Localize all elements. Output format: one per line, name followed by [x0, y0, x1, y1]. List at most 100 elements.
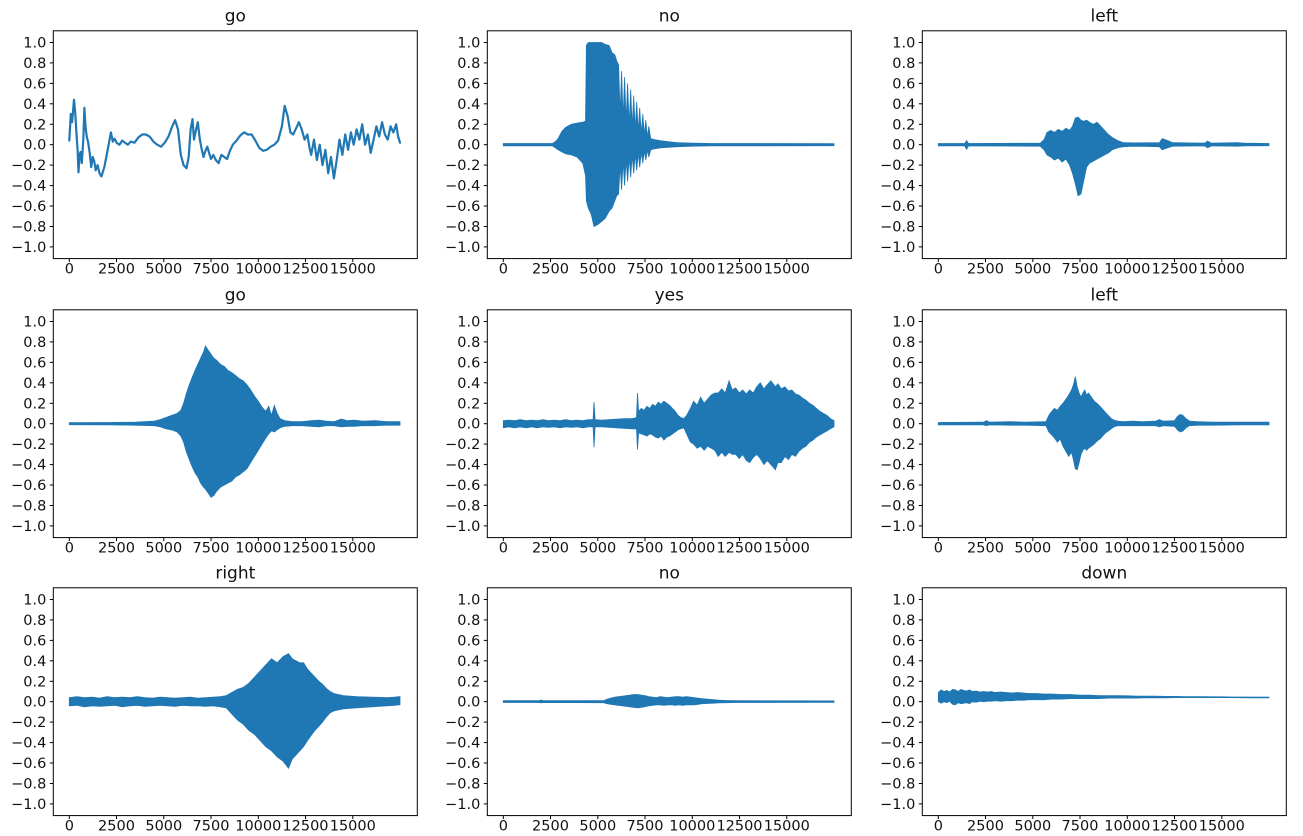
y-tick-label: 0.8 — [458, 56, 481, 72]
y-tick-label: 0.2 — [458, 675, 481, 691]
x-tick-label: 10000 — [670, 540, 716, 556]
y-tick-label: −1.0 — [445, 240, 480, 256]
subplot-canvas: left 0 2500 5000 7500 10000 12500 15000 1.0 0.8 0.… — [880, 285, 1287, 556]
waveform-envelope — [68, 653, 401, 770]
y-tick-label: −0.4 — [11, 457, 46, 473]
waveform-line — [68, 98, 402, 180]
y-tick-label: 0.8 — [23, 56, 46, 72]
x-tick-label: 5000 — [1014, 262, 1051, 278]
y-tick-label: −0.6 — [445, 756, 480, 772]
y-tick-label: 0.4 — [458, 97, 481, 113]
subplot-2-left: left 0 2500 5000 7500 10000 12500 15000 1.0 0.8 0.… — [869, 0, 1303, 279]
x-tick-label: 10000 — [235, 262, 281, 278]
y-tick-label: 0.6 — [23, 355, 46, 371]
x-tick-label: 15000 — [1198, 819, 1244, 835]
y-tick-label: 0.2 — [892, 396, 915, 412]
axes-frame — [487, 308, 853, 538]
x-tick-label: 12500 — [717, 540, 763, 556]
y-tick-label: 0.4 — [458, 654, 481, 670]
y-tick-label: −0.6 — [880, 756, 915, 772]
y-tick-label: 0.2 — [892, 675, 915, 691]
x-tick-label: 7500 — [193, 540, 230, 556]
y-tick-label: 0.4 — [23, 97, 46, 113]
y-tick-label: 0.4 — [892, 97, 915, 113]
y-tick-label: 0.8 — [892, 56, 915, 72]
y-tick-label: −0.6 — [880, 478, 915, 494]
axes-frame — [487, 587, 853, 817]
y-tick-label: −0.4 — [445, 457, 480, 473]
subplot-5-left: left 0 2500 5000 7500 10000 12500 15000 1.0 0.8 0.… — [869, 279, 1303, 558]
y-tick-label: 0.6 — [23, 76, 46, 92]
y-tick-label: −0.8 — [880, 219, 915, 235]
subplot-canvas: no 0 2500 5000 7500 10000 12500 15000 1.0 0.8 0.6 0… — [445, 6, 853, 278]
subplot-title: left — [1090, 285, 1118, 305]
x-tick-label: 0 — [933, 819, 942, 835]
subplot-canvas: go 0 2500 5000 7500 10000 12500 15000 1.0 0.8 0.6 0… — [11, 6, 418, 278]
x-tick-label: 2500 — [98, 819, 135, 835]
axes-frame — [52, 587, 418, 817]
axes-frame — [921, 308, 1287, 538]
y-tick-label: −0.6 — [11, 756, 46, 772]
y-tick-label: 0.6 — [458, 76, 481, 92]
subplot-0-go: go 0 2500 5000 7500 10000 12500 15000 1.0 0.8 0.6 0… — [0, 0, 434, 279]
waveform-envelope — [503, 42, 835, 228]
y-tick-label: −0.8 — [11, 219, 46, 235]
x-tick-label: 2500 — [98, 540, 135, 556]
x-tick-label: 10000 — [670, 819, 716, 835]
y-tick-label: 0.4 — [458, 375, 481, 391]
x-tick-label: 12500 — [1151, 819, 1197, 835]
y-tick-label: 0.0 — [458, 695, 481, 711]
x-tick-label: 7500 — [627, 540, 664, 556]
x-tick-label: 2500 — [967, 262, 1004, 278]
x-tick-label: 12500 — [717, 819, 763, 835]
y-tick-label: −1.0 — [880, 797, 915, 813]
subplot-canvas: left 0 2500 5000 7500 10000 12500 15000 1.0 0.8 0.… — [880, 6, 1287, 278]
y-tick-label: −0.2 — [880, 715, 915, 731]
x-tick-label: 15000 — [764, 819, 810, 835]
y-tick-label: 1.0 — [892, 314, 915, 330]
y-tick-label: 0.8 — [458, 335, 481, 351]
y-tick-label: −0.6 — [445, 478, 480, 494]
x-tick-label: 12500 — [1151, 540, 1197, 556]
y-tick-label: 0.0 — [23, 138, 46, 154]
x-tick-label: 15000 — [330, 262, 376, 278]
y-tick-label: −0.8 — [11, 777, 46, 793]
y-tick-label: 0.0 — [23, 695, 46, 711]
y-tick-label: 0.2 — [23, 675, 46, 691]
y-tick-label: −0.8 — [11, 498, 46, 514]
x-tick-label: 5000 — [145, 540, 182, 556]
y-tick-label: 0.0 — [892, 138, 915, 154]
x-tick-label: 7500 — [627, 262, 664, 278]
x-tick-label: 2500 — [967, 540, 1004, 556]
x-tick-label: 0 — [499, 819, 508, 835]
x-tick-label: 5000 — [145, 262, 182, 278]
y-tick-label: −0.8 — [445, 777, 480, 793]
y-tick-label: −0.2 — [11, 715, 46, 731]
y-tick-label: 0.8 — [892, 335, 915, 351]
y-tick-label: 0.6 — [892, 634, 915, 650]
y-tick-label: 0.6 — [23, 634, 46, 650]
y-tick-label: −0.8 — [445, 219, 480, 235]
subplot-1-no: no 0 2500 5000 7500 10000 12500 15000 1.0 0.8 0.6 0… — [434, 0, 868, 279]
y-tick-label: −1.0 — [11, 519, 46, 535]
subplot-canvas: go 0 2500 5000 7500 10000 12500 15000 1.0 0.8 0.6 0… — [11, 285, 418, 556]
x-tick-label: 15000 — [330, 819, 376, 835]
x-tick-label: 0 — [933, 262, 942, 278]
y-tick-label: −0.2 — [445, 437, 480, 453]
subplot-canvas: right 0 2500 5000 7500 10000 12500 15000 1.0 0.8 0… — [11, 564, 418, 835]
y-tick-label: −1.0 — [880, 519, 915, 535]
subplot-4-yes: yes 0 2500 5000 7500 10000 12500 15000 1.0 0.8 0.6… — [434, 279, 868, 558]
y-tick-label: −0.2 — [445, 715, 480, 731]
y-tick-label: 0.8 — [892, 613, 915, 629]
y-tick-label: 1.0 — [23, 35, 46, 51]
x-tick-label: 5000 — [145, 819, 182, 835]
x-tick-label: 10000 — [1104, 819, 1150, 835]
subplot-6-right: right 0 2500 5000 7500 10000 12500 15000 1.0 0.8 0… — [0, 557, 434, 836]
axes-frame — [921, 587, 1287, 817]
x-tick-label: 7500 — [193, 262, 230, 278]
waveform-envelope — [503, 379, 835, 471]
subplot-title: no — [659, 564, 680, 584]
y-tick-label: 0.0 — [23, 416, 46, 432]
x-tick-label: 5000 — [580, 262, 617, 278]
